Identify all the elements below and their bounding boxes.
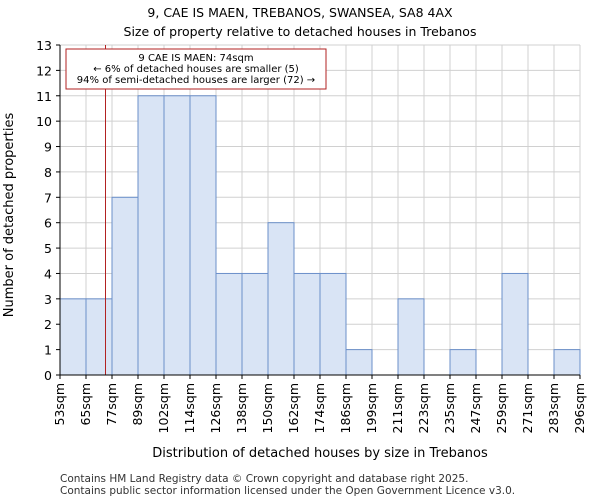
- x-axis-label: Distribution of detached houses by size …: [152, 446, 488, 461]
- annotation-border: [65, 48, 327, 90]
- y-tick-label: 6: [44, 216, 52, 231]
- y-tick-label: 4: [44, 266, 52, 281]
- x-tick-label: 186sqm: [338, 383, 353, 433]
- y-tick-label: 5: [44, 241, 52, 256]
- bar: [397, 298, 425, 376]
- y-tick-label: 11: [36, 89, 52, 104]
- x-tick-label: 199sqm: [364, 383, 379, 433]
- bar: [241, 272, 269, 376]
- x-tick-label: 211sqm: [390, 383, 405, 433]
- x-tick-label: 259sqm: [494, 383, 509, 433]
- y-tick-label: 2: [44, 317, 52, 332]
- bar: [111, 196, 139, 376]
- y-tick-label: 12: [36, 63, 52, 78]
- chart-subtitle: Size of property relative to detached ho…: [124, 24, 477, 39]
- bar: [345, 349, 373, 376]
- x-tick-label: 271sqm: [520, 383, 535, 433]
- bar: [293, 272, 321, 376]
- x-tick-label: 162sqm: [286, 383, 301, 433]
- annotation-line-2: ← 6% of detached houses are smaller (5): [93, 64, 299, 75]
- y-tick-label: 8: [44, 165, 52, 180]
- y-axis-label: Number of detached properties: [2, 113, 17, 318]
- bar: [319, 272, 347, 376]
- bar: [553, 349, 581, 376]
- x-tick-label: 283sqm: [546, 383, 561, 433]
- annotation-line-1: 9 CAE IS MAEN: 74sqm: [138, 53, 253, 64]
- x-tick-label: 296sqm: [572, 383, 587, 433]
- x-tick-labels: 53sqm 65sqm 77sqm 89sqm 102sqm 114sqm 126sqm 13…: [52, 383, 587, 433]
- chart-title: 9, CAE IS MAEN, TREBANOS, SWANSEA, SA8 4…: [147, 5, 453, 20]
- y-tick-label: 1: [44, 343, 52, 358]
- x-tick-label: 53sqm: [52, 383, 67, 426]
- annotation-box: 9 CAE IS MAEN: 74sqm ← 6% of detached ho…: [65, 48, 327, 90]
- y-tick-label: 9: [44, 140, 52, 155]
- bar: [267, 222, 295, 376]
- bar: [137, 95, 165, 376]
- x-tick-label: 77sqm: [104, 383, 119, 426]
- x-tick-label: 89sqm: [130, 383, 145, 426]
- bar: [163, 95, 191, 376]
- y-tick-label: 13: [36, 38, 52, 53]
- y-tick-label: 10: [36, 114, 52, 129]
- y-tick-label: 3: [44, 292, 52, 307]
- x-tick-label: 114sqm: [182, 383, 197, 433]
- x-tick-label: 247sqm: [468, 383, 483, 433]
- annotation-line-3: 94% of semi-detached houses are larger (…: [77, 75, 315, 86]
- y-tick-label: 7: [44, 190, 52, 205]
- bar: [85, 298, 113, 376]
- axes: [56, 44, 581, 379]
- x-tick-label: 223sqm: [416, 383, 431, 433]
- bar: [449, 349, 477, 376]
- bars: [59, 95, 581, 376]
- bar: [215, 272, 243, 376]
- bar: [59, 298, 87, 376]
- footer-line-1: Contains HM Land Registry data © Crown c…: [60, 473, 468, 485]
- footer-line-2: Contains public sector information licen…: [60, 485, 515, 497]
- x-tick-label: 138sqm: [234, 383, 249, 433]
- x-tick-label: 65sqm: [78, 383, 93, 426]
- x-tick-label: 102sqm: [156, 383, 171, 433]
- x-tick-label: 126sqm: [208, 383, 223, 433]
- x-tick-label: 235sqm: [442, 383, 457, 433]
- x-tick-label: 174sqm: [312, 383, 327, 433]
- bar: [501, 272, 529, 376]
- x-tick-label: 150sqm: [260, 383, 275, 433]
- y-tick-label: 0: [44, 368, 52, 383]
- bar: [189, 95, 217, 376]
